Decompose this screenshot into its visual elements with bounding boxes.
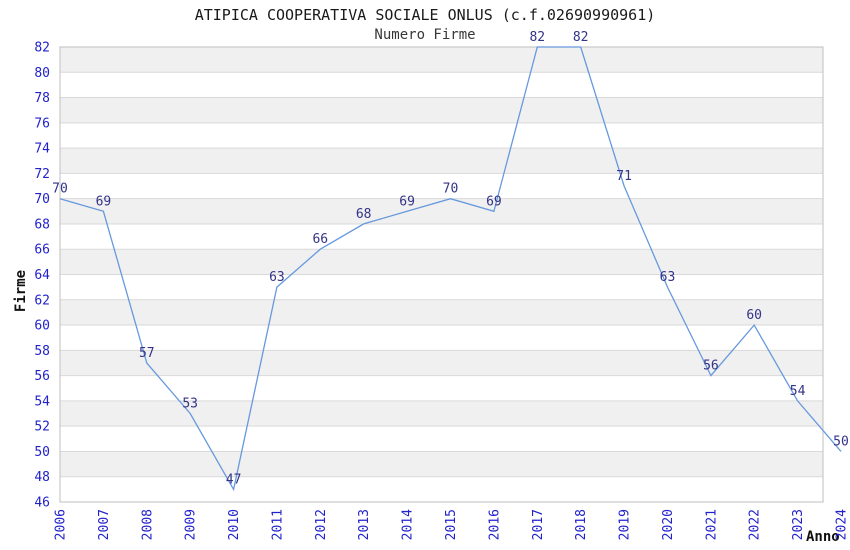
y-tick-label: 46 [34, 496, 50, 511]
point-label: 63 [269, 270, 285, 285]
x-axis-title: Anno [806, 529, 840, 545]
y-tick-label: 80 [34, 66, 50, 81]
plot-border [59, 46, 824, 503]
x-tick-label: 2008 [140, 509, 155, 540]
x-tick-label: 2021 [704, 509, 719, 540]
y-tick-label: 70 [34, 192, 50, 207]
y-tick-label: 52 [34, 420, 50, 435]
y-tick-label: 54 [34, 394, 50, 409]
point-label: 71 [616, 169, 632, 184]
plot-band [60, 400, 823, 427]
y-tick-label: 60 [34, 319, 50, 334]
y-tick-label: 48 [34, 470, 50, 485]
x-tick-label: 2016 [487, 509, 502, 540]
y-tick-label: 76 [34, 116, 50, 131]
point-label: 82 [529, 30, 545, 45]
x-tick-label: 2010 [227, 509, 242, 540]
x-tick-label: 2007 [97, 509, 112, 540]
y-tick-label: 78 [34, 91, 50, 106]
y-tick-label: 82 [34, 41, 50, 56]
plot-band [60, 249, 823, 275]
y-tick-label: 58 [34, 344, 50, 359]
plot-band [60, 299, 823, 326]
chart-subtitle: Numero Firme [374, 27, 476, 43]
point-label: 70 [443, 182, 459, 197]
plot-band [60, 350, 823, 376]
plot-band [60, 148, 823, 174]
y-tick-label: 56 [34, 369, 50, 384]
x-tick-label: 2020 [661, 509, 676, 540]
point-label: 70 [52, 182, 68, 197]
x-tick-label: 2009 [184, 509, 199, 540]
x-tick-label: 2019 [618, 509, 633, 540]
x-tick-label: 2011 [270, 509, 285, 540]
plot-band [60, 97, 823, 123]
y-tick-label: 50 [34, 445, 50, 460]
point-label: 69 [399, 194, 415, 209]
data-line [59, 46, 842, 492]
point-label: 63 [660, 270, 676, 285]
point-label: 54 [790, 384, 806, 399]
y-tick-label: 62 [34, 293, 50, 308]
point-label: 66 [312, 232, 328, 247]
x-tick-label: 2022 [748, 509, 763, 540]
x-tick-label: 2017 [531, 509, 546, 540]
point-label: 47 [226, 472, 242, 487]
y-tick-label: 68 [34, 217, 50, 232]
point-label: 69 [96, 194, 112, 209]
point-label: 69 [486, 194, 502, 209]
x-tick-label: 2023 [791, 509, 806, 540]
x-tick-label: 2013 [357, 509, 372, 540]
point-label: 56 [703, 359, 719, 374]
x-tick-label: 2006 [54, 509, 69, 540]
y-tick-label: 64 [34, 268, 50, 283]
point-label: 68 [356, 207, 372, 222]
x-tick-label: 2014 [401, 509, 416, 540]
x-tick-label: 2012 [314, 509, 329, 540]
x-tick-label: 2015 [444, 509, 459, 540]
point-label: 57 [139, 346, 155, 361]
y-tick-label: 66 [34, 243, 50, 258]
point-label: 53 [182, 397, 198, 412]
chart-title: ATIPICA COOPERATIVA SOCIALE ONLUS (c.f.0… [194, 6, 656, 24]
y-tick-label: 74 [34, 142, 50, 157]
point-label: 60 [746, 308, 762, 323]
plot-band [60, 198, 823, 224]
x-tick-label: 2018 [574, 509, 589, 540]
point-label: 82 [573, 30, 589, 45]
x-tick-label: 2024 [835, 509, 850, 540]
plot-band [60, 451, 823, 477]
y-tick-label: 72 [34, 167, 50, 182]
plot-band [60, 47, 823, 73]
point-label: 50 [833, 434, 849, 449]
